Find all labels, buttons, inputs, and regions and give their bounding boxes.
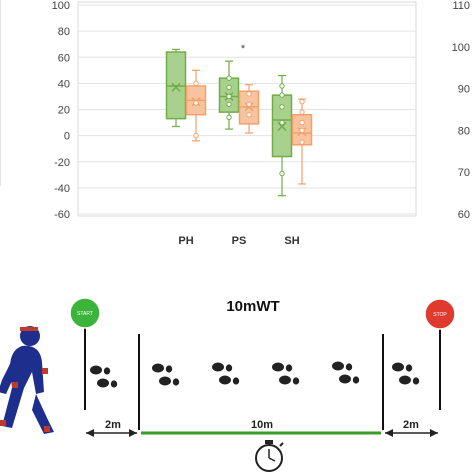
left-distance-label: 2m <box>105 419 121 431</box>
y-right-tick-label: 60 <box>458 209 470 221</box>
walk-test-diagram: 10mWT START STOP <box>0 297 456 472</box>
y-right-tick-label: 100 <box>452 42 470 54</box>
data-point <box>226 84 232 90</box>
data-point <box>299 98 305 105</box>
y-tick-label: -60 <box>54 209 70 221</box>
right-distance-label: 2m <box>403 419 419 431</box>
y-tick-label: 0 <box>64 131 70 143</box>
start-sign-label: START <box>77 311 93 317</box>
data-point <box>226 114 232 121</box>
y-right-tick-label: 70 <box>458 167 470 179</box>
data-point <box>279 119 285 126</box>
category-label: SH <box>284 235 299 247</box>
category-label: PS <box>232 235 247 247</box>
data-point <box>279 170 285 177</box>
significance-marker: * <box>241 43 246 55</box>
data-point <box>246 112 252 118</box>
y-right-tick-label: 110 <box>452 0 470 12</box>
data-point <box>193 132 199 139</box>
data-point <box>246 91 252 97</box>
stop-sign-label: STOP <box>433 312 447 318</box>
walker-icon <box>0 326 54 434</box>
data-point <box>279 104 285 110</box>
stop-sign-icon: STOP <box>424 298 456 410</box>
data-point <box>246 101 252 107</box>
mean-marker <box>171 82 181 92</box>
y-tick-label: -20 <box>54 157 70 169</box>
y-right-tick-label: 90 <box>458 84 470 96</box>
y-axis-right: 110 100 90 80 70 60 <box>452 0 470 221</box>
y-tick-label: -40 <box>54 183 70 195</box>
start-sign-icon: START <box>69 297 101 410</box>
middle-distance-label: 10m <box>251 419 273 431</box>
data-point <box>299 127 305 134</box>
stopwatch-icon <box>255 440 284 472</box>
data-point <box>299 139 305 145</box>
data-point <box>226 101 232 107</box>
x-axis-categories: PH PS SH <box>178 235 299 247</box>
category-label: PH <box>178 235 193 247</box>
y-right-tick-label: 80 <box>458 125 470 137</box>
data-point <box>226 93 232 100</box>
y-axis-left: 100 80 60 40 20 0 -20 -40 -60 <box>52 0 70 221</box>
y-tick-label: 100 <box>52 0 70 12</box>
data-point <box>299 109 305 115</box>
data-point <box>299 119 305 126</box>
data-point <box>279 92 285 98</box>
data-point <box>226 75 232 81</box>
mean-marker <box>277 121 287 132</box>
diagram-title: 10mWT <box>226 298 279 315</box>
data-point <box>193 100 199 106</box>
boxes <box>165 48 313 197</box>
y-tick-label: 60 <box>58 52 70 64</box>
y-tick-label: 80 <box>58 26 70 38</box>
y-tick-label: 20 <box>58 105 70 117</box>
gridlines <box>78 4 416 215</box>
data-point <box>279 83 285 89</box>
data-point <box>193 80 199 87</box>
y-tick-label: 40 <box>58 78 70 90</box>
